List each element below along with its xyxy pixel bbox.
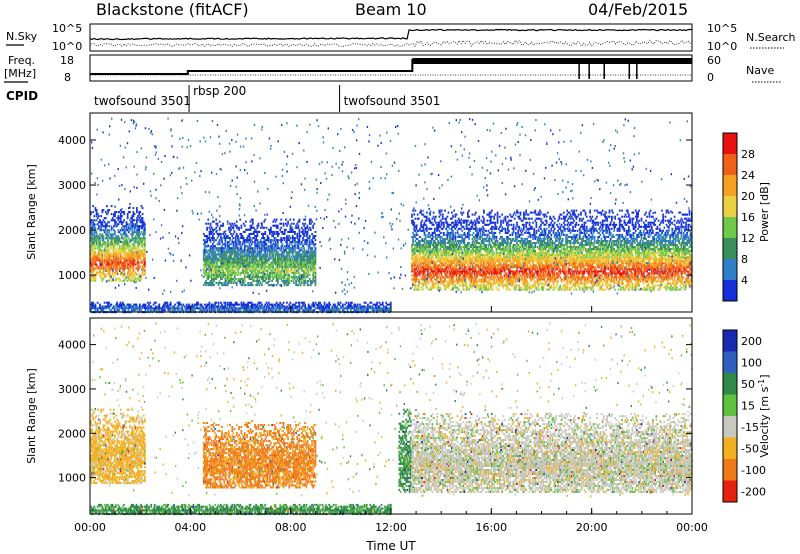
- noise-panel-frame: [89, 23, 693, 52]
- colorbar-swatch: [723, 437, 737, 460]
- colorbar-swatch: [723, 217, 737, 239]
- y-tick-label: 2000: [58, 427, 86, 440]
- colorbar-tick-label: 24: [741, 169, 755, 182]
- colorbar-swatch: [723, 394, 737, 417]
- cpid-segment: twofsound 3501: [344, 94, 441, 108]
- colorbar-swatch: [723, 196, 737, 218]
- y-tick-label: 4000: [58, 339, 86, 352]
- freq-tick-bottom: 8: [64, 71, 71, 84]
- colorbar-frame: [722, 132, 738, 302]
- nsky-trace: [89, 28, 692, 41]
- colorbar-tick-label: -15: [741, 421, 759, 434]
- colorbar-swatch: [723, 373, 737, 395]
- power-heatmap: [90, 117, 693, 314]
- x-tick-label: 04:00: [174, 521, 206, 534]
- nsky-tick-bottom: 10^0: [52, 40, 82, 53]
- nave-tick-top: 60: [707, 54, 721, 67]
- colorbar-tick-label: 12: [741, 232, 755, 245]
- colorbar-tick-label: 20: [741, 190, 755, 203]
- cpid-segment: twofsound 3501: [94, 94, 191, 108]
- x-tick-label: 00:00: [74, 521, 106, 534]
- colorbar-tick-label: 8: [741, 253, 748, 266]
- colorbar-swatch: [723, 175, 737, 197]
- freq-panel-frame: [89, 54, 693, 82]
- colorbar-swatch: [723, 280, 737, 302]
- y-tick-label: 3000: [58, 383, 86, 396]
- colorbar-tick-label: 200: [741, 335, 762, 348]
- colorbar-tick-label: 50: [741, 378, 755, 391]
- colorbar-swatch: [723, 154, 737, 176]
- y-tick-label: 2000: [58, 224, 86, 237]
- colorbar-tick-label: 16: [741, 211, 755, 224]
- colorbar-tick-label: 28: [741, 148, 755, 161]
- nsearch-label: N.Search: [746, 31, 796, 44]
- colorbar-swatch: [723, 459, 737, 481]
- x-tick-label: 12:00: [375, 521, 407, 534]
- colorbar-tick-label: 100: [741, 356, 762, 369]
- y-tick-label: 3000: [58, 179, 86, 192]
- freq-trace: [90, 58, 692, 79]
- freq-unit-label: [MHz]: [4, 67, 36, 80]
- x-tick-label: 08:00: [275, 521, 307, 534]
- time-axis-label: Time UT: [365, 539, 416, 553]
- x-tick-label: 20:00: [576, 521, 608, 534]
- velocity-heatmap: [90, 322, 693, 516]
- power-colorbar: 4 8 12 16 20 24 28: [722, 132, 755, 302]
- time-axis: 00:00 04:00 08:00 12:00 16:00 20:00 00:00: [74, 306, 708, 534]
- y-tick-label: 1000: [58, 472, 86, 485]
- colorbar-swatch: [723, 416, 737, 438]
- colorbar-tick-label: -50: [741, 442, 759, 455]
- freq-tick-top: 18: [60, 54, 74, 67]
- velocity-axes: 1000 2000 3000 4000: [58, 339, 692, 485]
- colorbar-frame: [722, 329, 738, 503]
- velocity-colorbar: 200 100 50 15 -15 -50 -100 -200: [722, 329, 766, 503]
- power-colorbar-label: Power [dB]: [758, 182, 771, 242]
- nave-tick-bottom: 0: [707, 71, 714, 84]
- nave-label: Nave: [746, 64, 774, 77]
- colorbar-swatch: [723, 133, 737, 155]
- nsearch-trace: [89, 39, 693, 48]
- colorbar-swatch: [723, 238, 737, 260]
- date-label: 04/Feb/2015: [588, 0, 688, 19]
- colorbar-swatch: [723, 480, 737, 503]
- colorbar-tick-label: -200: [741, 485, 766, 498]
- nsky-tick-top: 10^5: [52, 22, 82, 35]
- velocity-panel-frame: [89, 317, 693, 515]
- y-tick-label: 4000: [58, 134, 86, 147]
- y-tick-label: 1000: [58, 269, 86, 282]
- cpid-segment: rbsp 200: [193, 84, 246, 98]
- power-ylabel: Slant Range [km]: [25, 164, 38, 260]
- freq-block: [412, 58, 692, 64]
- nsky-label: N.Sky: [6, 30, 38, 43]
- x-tick-label: 00:00: [676, 521, 708, 534]
- colorbar-swatch: [723, 351, 737, 374]
- colorbar-tick-label: 4: [741, 274, 748, 287]
- colorbar-swatch: [723, 259, 737, 281]
- power-axes: 1000 2000 3000 4000: [58, 134, 692, 282]
- colorbar-tick-label: 15: [741, 399, 755, 412]
- nsearch-tick-top: 10^5: [707, 22, 737, 35]
- colorbar-tick-label: -100: [741, 464, 766, 477]
- velocity-ylabel: Slant Range [km]: [25, 368, 38, 464]
- cpid-label: CPID: [6, 89, 38, 103]
- freq-label: Freq.: [8, 54, 35, 67]
- x-tick-label: 16:00: [475, 521, 507, 534]
- nsearch-tick-bottom: 10^0: [707, 40, 737, 53]
- velocity-colorbar-label: Velocity [m s-1]: [757, 374, 771, 457]
- beam-label: Beam 10: [355, 0, 427, 19]
- station-title: Blackstone (fitACF): [96, 0, 249, 19]
- colorbar-swatch: [723, 330, 737, 352]
